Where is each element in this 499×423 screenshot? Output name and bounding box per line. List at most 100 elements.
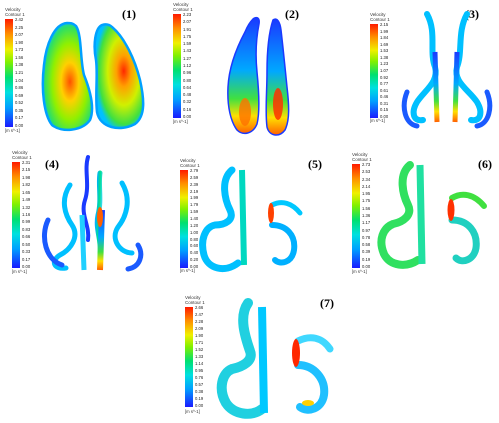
legend-subtitle: Contour 1 [5,11,25,17]
tick-label: 1.32 [22,204,31,210]
tick-label: 1.59 [183,41,192,47]
unit-label: [m s^-1] [5,128,20,133]
tick-label: 1.43 [183,48,192,54]
legend-subtitle: Contour 1 [173,6,193,12]
tick-label: 1.12 [183,63,192,68]
panel-label: (1) [122,7,136,21]
tick-label: 0.16 [183,106,192,112]
tick-label: 1.82 [22,182,31,188]
tick-label: 2.34 [362,176,371,182]
panel-7: Velocity Contour 1 2.66 2.47 2.28 2.09 1.90 1… [170,285,340,423]
tick-label: 0.95 [195,368,204,373]
panel-label: (7) [320,296,334,310]
tick-label: 0.66 [22,234,31,240]
unit-label: [m s^-1] [180,268,195,273]
tick-label: 0.19 [195,396,204,401]
airway-section [227,16,290,136]
tick-label: 0.40 [190,250,199,256]
tick-label: 0.00 [183,114,192,119]
tick-label: 1.04 [15,77,24,83]
tick-label: 1.33 [195,354,204,359]
tick-label: 0.00 [362,264,371,269]
unit-label: [m s^-1] [12,269,27,274]
tick-label: 2.31 [22,160,31,165]
unit-label: [m s^-1] [370,118,385,123]
panel-3: Velocity Contour 1 2.15 1.99 1.84 1.69 1.53 1… [335,0,499,140]
legend-subtitle: Contour 1 [352,156,372,162]
tick-label: 0.50 [22,241,31,247]
tick-label: 0.00 [195,403,204,408]
tick-label: 0.38 [195,389,204,394]
legend-subtitle: Contour 1 [180,162,200,168]
colorbar [12,162,20,268]
colorbar [185,307,193,407]
legend-subtitle: Contour 1 [12,154,32,160]
legend: Velocity Contour 1 2.31 2.15 1.98 1.82 1.65 1… [12,150,42,275]
tick-label: 0.20 [190,257,199,263]
tick-label: 1.95 [362,191,371,197]
tick-label: 1.14 [195,361,204,366]
tick-label: 0.46 [380,94,389,100]
colorbar [370,24,378,118]
tick-label: 0.00 [380,114,389,119]
tick-label: 0.96 [183,70,192,76]
tick-label: 1.69 [380,41,389,47]
tick-label: 0.60 [190,243,199,249]
tick-label: 0.86 [15,85,24,91]
colorbar [180,170,188,268]
tick-label: 2.59 [190,174,199,180]
airway-section [199,166,303,273]
tick-label: 1.71 [195,340,204,345]
tick-label: 1.73 [15,47,24,53]
tick-label: 2.23 [183,12,192,17]
tick-label: 0.17 [15,115,24,121]
panel-1: Velocity Contour 1 2.42 2.25 2.07 1.90 1.73 1… [0,0,160,140]
unit-label: [m s^-1] [185,409,200,414]
legend-subtitle: Contour 1 [370,16,390,22]
tick-label: 2.07 [15,32,24,38]
tick-label: 0.61 [380,87,389,93]
tick-label: 0.80 [190,236,199,242]
tick-label: 0.97 [362,227,371,233]
tick-label: 1.40 [190,216,199,221]
airway-section [216,298,334,419]
tick-label: 0.32 [183,99,192,105]
tick-label: 1.20 [190,222,199,228]
tick-label: 0.39 [362,249,371,255]
panel-label: (5) [308,157,322,171]
tick-label: 0.35 [15,107,24,113]
tick-label: 0.64 [183,84,192,90]
panel-label: (4) [45,157,59,171]
tick-label: 2.47 [195,312,204,317]
tick-label: 0.00 [190,264,199,269]
tick-label: 1.38 [15,62,24,68]
legend-title: Velocity [173,2,189,7]
tick-label: 1.99 [190,195,199,201]
panel-label: (2) [285,7,299,21]
tick-label: 2.19 [190,188,199,194]
tick-label: 0.17 [22,256,31,262]
tick-label: 2.28 [195,319,204,324]
legend: Velocity Contour 1 2.73 2.53 2.34 2.14 1.95 1… [352,152,382,277]
colorbar [352,164,360,268]
tick-label: 0.92 [380,74,389,80]
tick-label: 1.17 [362,220,371,226]
panel-4: Velocity Contour 1 2.31 2.15 1.98 1.82 1.65 1… [0,140,160,280]
tick-label: 2.25 [15,24,24,30]
tick-label: 1.65 [22,189,31,195]
tick-label: 2.42 [15,17,24,22]
legend: Velocity Contour 1 2.42 2.25 2.07 1.90 1.73 1… [5,7,35,133]
tick-label: 1.21 [15,70,24,75]
tick-label: 1.23 [380,61,389,67]
airway-section [41,21,145,132]
tick-label: 1.36 [362,213,371,218]
tick-label: 0.58 [362,242,371,248]
tick-label: 0.31 [380,100,389,106]
tick-label: 1.49 [22,197,31,203]
tick-label: 0.33 [22,249,31,255]
tick-label: 2.53 [362,169,371,175]
legend-title: Velocity [5,7,21,12]
tick-label: 2.73 [362,162,371,167]
tick-label: 1.90 [195,333,204,338]
tick-label: 1.16 [22,212,31,217]
